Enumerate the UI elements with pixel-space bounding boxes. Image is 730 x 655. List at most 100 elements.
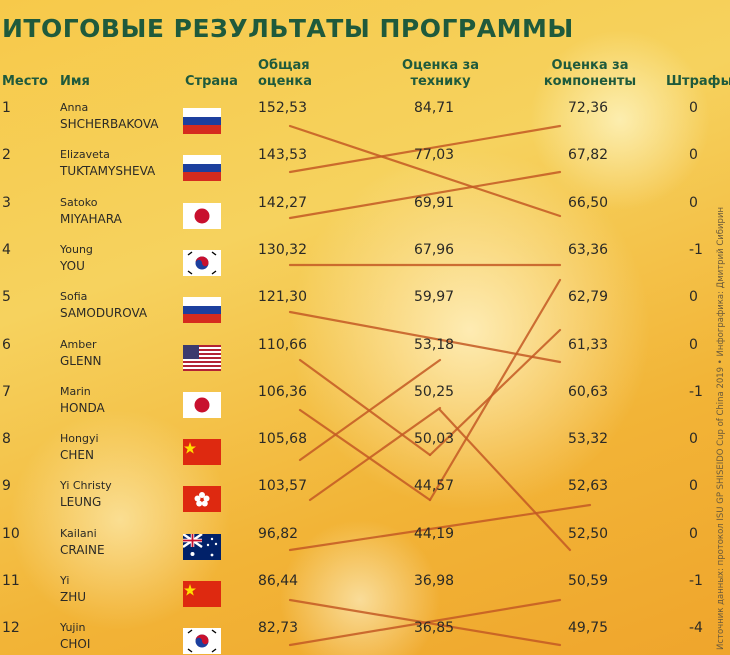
penalty: -1 — [689, 573, 703, 589]
technical-score: 77,03 — [414, 147, 455, 164]
place: 11 — [2, 573, 20, 589]
column-header: Общая оценка — [258, 58, 312, 89]
total-score: 142,27 — [258, 194, 307, 211]
first-name: Hongyi — [60, 432, 99, 446]
flag-japan — [183, 202, 221, 229]
penalty: -4 — [689, 620, 703, 637]
first-name: Amber — [60, 337, 97, 351]
penalty: 0 — [689, 525, 698, 542]
flag-japan — [183, 391, 221, 418]
last-name: CRAINE — [60, 542, 105, 557]
penalty: 0 — [689, 478, 698, 495]
flag-hong-kong — [183, 486, 221, 513]
last-name: TUKTAMYSHEVA — [60, 164, 156, 179]
total-score: 96,82 — [258, 525, 299, 542]
total-score: 110,66 — [258, 336, 307, 353]
place: 12 — [2, 620, 20, 637]
last-name: GLENN — [60, 353, 102, 368]
first-name: Young — [60, 242, 93, 256]
last-name: CHEN — [60, 448, 94, 463]
last-name: ZHU — [60, 590, 87, 604]
last-name: HONDA — [60, 400, 105, 415]
column-header: Место — [2, 74, 48, 89]
place: 2 — [2, 147, 11, 164]
flag-usa — [183, 344, 221, 371]
flag-russia — [183, 297, 221, 324]
place: 5 — [2, 289, 11, 306]
penalty: -1 — [689, 241, 703, 258]
technical-score: 69,91 — [414, 194, 455, 211]
total-score: 105,68 — [258, 431, 307, 448]
technical-score: 36,85 — [414, 620, 455, 637]
component-score: 52,63 — [568, 478, 609, 495]
first-name: Sofia — [60, 290, 88, 304]
component-score: 49,75 — [568, 620, 609, 637]
place: 8 — [2, 431, 11, 448]
technical-score: 84,71 — [414, 100, 455, 116]
place: 6 — [2, 336, 11, 353]
first-name: Elizaveta — [60, 148, 110, 162]
technical-score: 50,25 — [414, 383, 455, 400]
place: 10 — [2, 525, 20, 542]
last-name: LEUNG — [60, 495, 102, 510]
penalty: 0 — [689, 431, 698, 448]
column-header: Оценка за компоненты — [543, 58, 637, 89]
total-score: 143,53 — [258, 147, 307, 164]
component-score: 60,63 — [568, 383, 609, 400]
flag-china — [183, 439, 221, 466]
penalty: 0 — [689, 336, 698, 353]
total-score: 106,36 — [258, 383, 307, 400]
last-name: CHOI — [60, 637, 91, 652]
technical-score: 44,57 — [414, 478, 455, 495]
total-score: 82,73 — [258, 620, 299, 637]
flag-korea — [183, 628, 221, 655]
penalty: 0 — [689, 289, 698, 306]
place: 1 — [2, 100, 11, 116]
column-header: Имя — [60, 74, 90, 89]
penalty: 0 — [689, 147, 698, 164]
first-name: Yi — [60, 574, 70, 587]
total-score: 130,32 — [258, 241, 307, 258]
last-name: SHCHERBAKOVA — [60, 117, 159, 131]
component-score: 52,50 — [568, 525, 609, 542]
total-score: 103,57 — [258, 478, 307, 495]
place: 9 — [2, 478, 11, 495]
flag-korea — [183, 249, 221, 276]
first-name: Anna — [60, 101, 89, 114]
first-name: Yi Christy — [60, 479, 112, 493]
column-header: Оценка за технику — [402, 58, 479, 89]
component-score: 50,59 — [568, 573, 609, 589]
last-name: MIYAHARA — [60, 211, 122, 226]
last-name: YOU — [60, 258, 85, 273]
flag-china — [183, 581, 221, 607]
place: 7 — [2, 383, 11, 400]
credit: Источник данных: протокол ISU GP SHISEID… — [716, 206, 726, 650]
penalty: -1 — [689, 383, 703, 400]
first-name: Yujin — [60, 621, 86, 635]
first-name: Kailani — [60, 526, 97, 540]
component-score: 67,82 — [568, 147, 609, 164]
component-score: 61,33 — [568, 336, 609, 353]
total-score: 121,30 — [258, 289, 307, 306]
first-name: Satoko — [60, 195, 98, 209]
technical-score: 59,97 — [414, 289, 455, 306]
title: ИТОГОВЫЕ РЕЗУЛЬТАТЫ ПРОГРАММЫ — [2, 14, 574, 43]
component-score: 62,79 — [568, 289, 609, 306]
component-score: 53,32 — [568, 431, 609, 448]
flag-australia — [183, 533, 221, 560]
flag-russia — [183, 155, 221, 182]
column-header: Страна — [185, 74, 238, 89]
technical-score: 53,18 — [414, 336, 455, 353]
technical-score: 36,98 — [414, 573, 455, 589]
component-score: 72,36 — [568, 100, 609, 116]
technical-score: 50,03 — [414, 431, 455, 448]
penalty: 0 — [689, 100, 698, 116]
total-score: 86,44 — [258, 573, 299, 589]
total-score: 152,53 — [258, 100, 307, 116]
penalty: 0 — [689, 194, 698, 211]
place: 4 — [2, 241, 11, 258]
column-header: Штрафы — [666, 74, 730, 89]
technical-score: 67,96 — [414, 241, 455, 258]
